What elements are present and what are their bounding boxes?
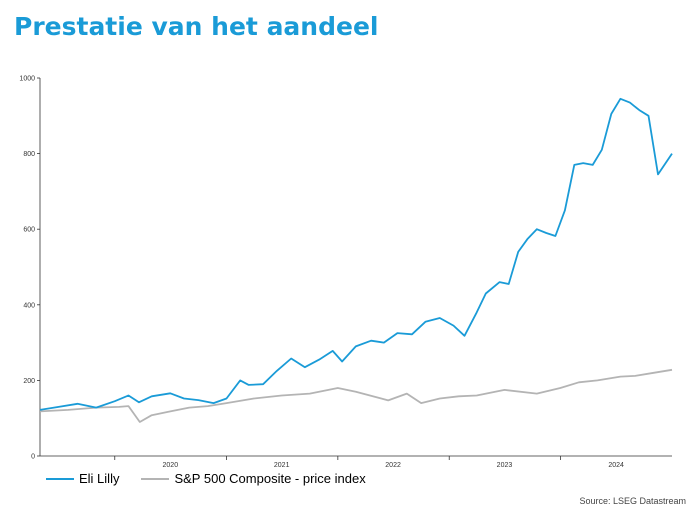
series-line-sp500 [39,368,673,423]
x-tick-label: 2023 [497,462,513,469]
x-tick-label: 2022 [385,462,401,469]
y-tick-label: 200 [23,378,35,385]
legend-label-sp500: S&P 500 Composite - price index [174,471,366,486]
source-note: Source: LSEG Datastream [579,496,686,506]
chart-series-group [39,97,673,423]
chart-axes: 0 200 400 600 800 1000 2020 2021 2022 2023 2024 [19,76,672,469]
legend-item-eli-lilly: Eli Lilly [46,471,119,486]
chart-legend: Eli Lilly S&P 500 Composite - price inde… [46,471,388,486]
legend-label-eli-lilly: Eli Lilly [79,471,120,486]
y-tick-label: 1000 [19,76,35,83]
y-tick-label: 0 [31,454,35,461]
legend-item-sp500: S&P 500 Composite - price index [141,471,366,486]
x-tick-label: 2021 [274,462,290,469]
x-tick-label: 2020 [163,462,179,469]
legend-swatch-eli-lilly [46,477,74,480]
x-tick-label: 2024 [608,462,624,469]
y-tick-label: 800 [23,151,35,158]
series-line-eli-lilly [39,97,673,411]
chart-title: Prestatie van het aandeel [14,12,379,41]
legend-swatch-sp500 [141,477,170,480]
y-tick-label: 400 [23,302,35,309]
y-tick-label: 600 [23,227,35,234]
